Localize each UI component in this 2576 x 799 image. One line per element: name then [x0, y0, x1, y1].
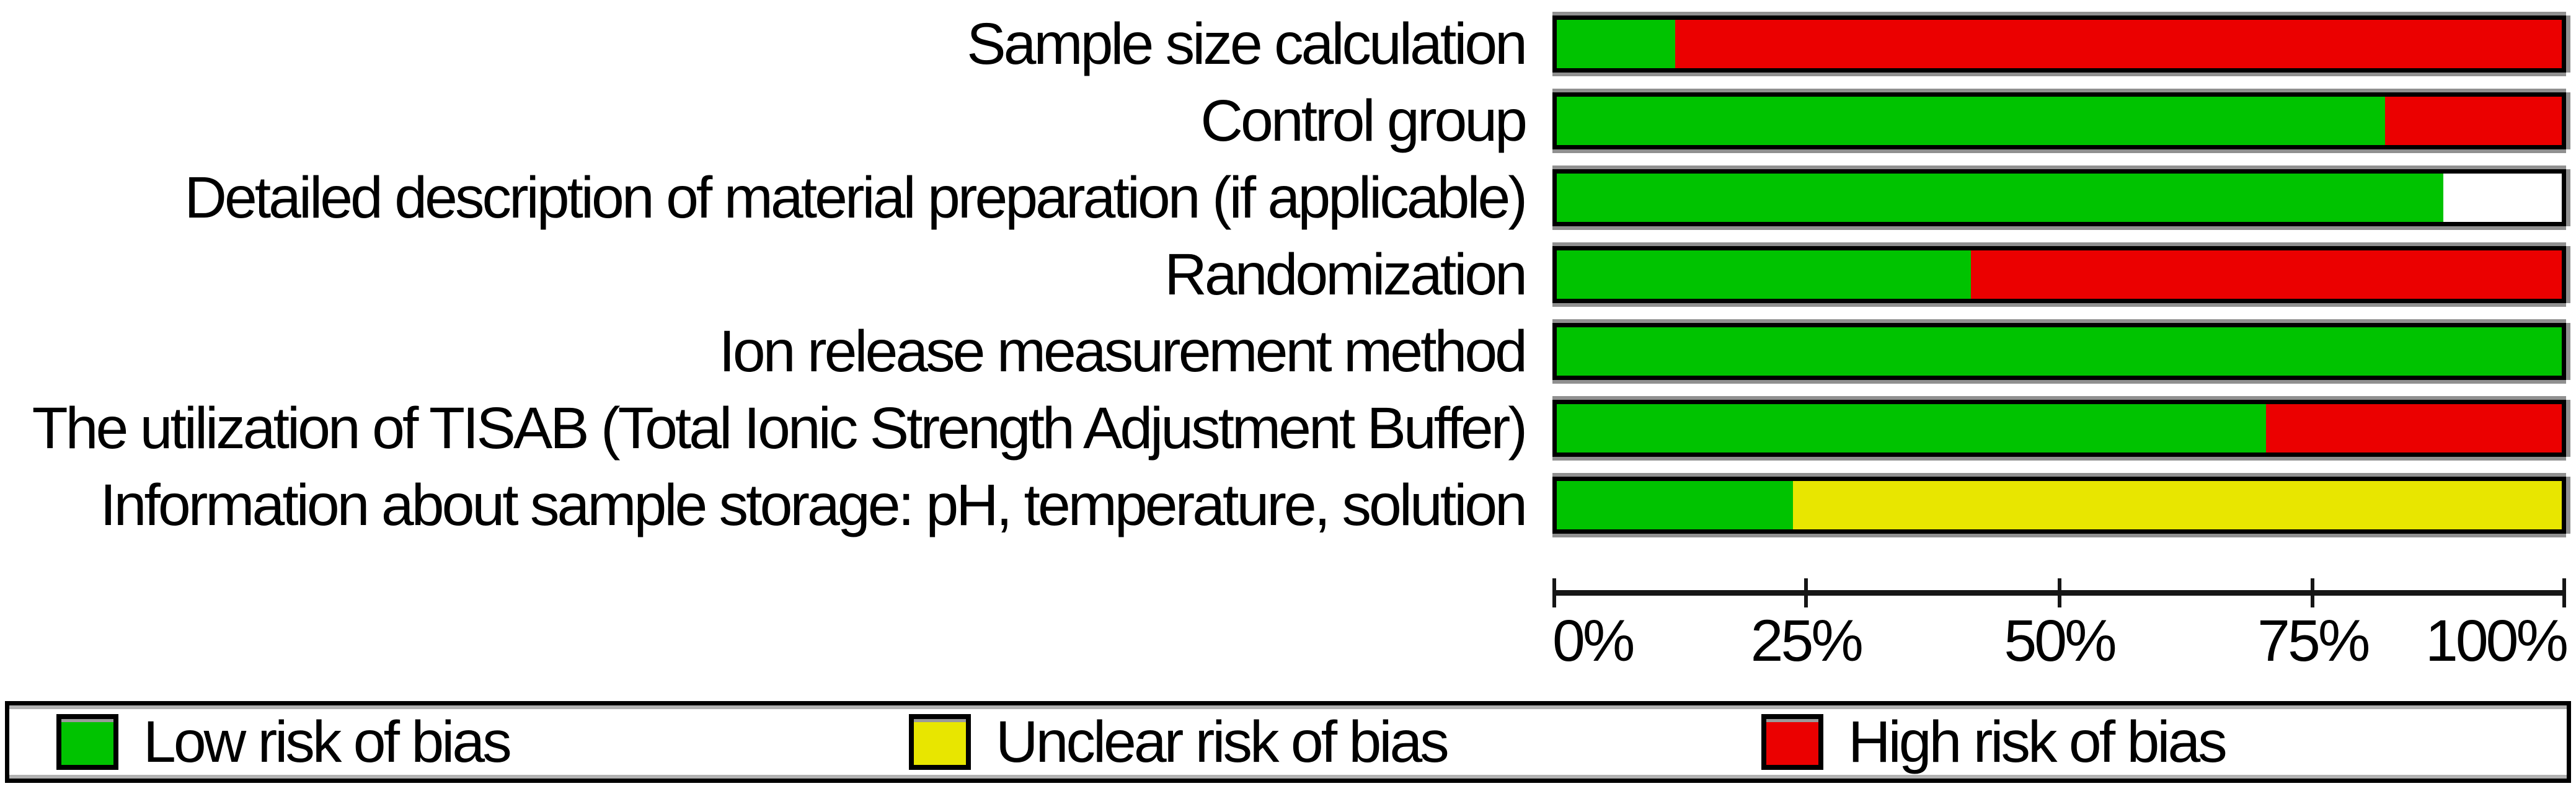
- bar-segment-low: [1557, 174, 2443, 222]
- x-axis-line: [1552, 590, 2566, 596]
- bar-segment-low: [1557, 97, 2385, 145]
- category-label: The utilization of TISAB (Total Ionic St…: [32, 395, 1528, 461]
- axis-tick: [1552, 578, 1556, 607]
- axis-tick: [1804, 578, 1808, 607]
- category-label: Information about sample storage: pH, te…: [100, 472, 1528, 538]
- bar-row: The utilization of TISAB (Total Ionic St…: [0, 390, 2576, 467]
- bar-row: Ion release measurement method: [0, 313, 2576, 390]
- bar-segment-high: [1675, 20, 2562, 68]
- stacked-bar: [1552, 92, 2566, 149]
- stacked-bar: [1552, 15, 2566, 73]
- legend-item: Unclear risk of bias: [862, 709, 1714, 776]
- bar-segment-low: [1557, 20, 1676, 68]
- legend-label: Low risk of bias: [143, 709, 512, 775]
- bar-row: Information about sample storage: pH, te…: [0, 467, 2576, 544]
- bar-segment-low: [1557, 404, 2267, 452]
- legend-item: High risk of bias: [1714, 709, 2567, 776]
- category-label: Detailed description of material prepara…: [184, 164, 1528, 231]
- axis-tick-label: 100%: [2425, 608, 2569, 674]
- category-label: Randomization: [1164, 241, 1528, 307]
- legend-label: Unclear risk of bias: [996, 709, 1450, 775]
- axis-tick-label: 0%: [1552, 608, 1635, 674]
- axis-tick: [2311, 578, 2315, 607]
- legend-box: Low risk of bias Unclear risk of bias High…: [5, 701, 2571, 783]
- legend-item: Low risk of bias: [9, 709, 862, 776]
- category-label: Ion release measurement method: [719, 318, 1528, 384]
- legend-label: High risk of bias: [1848, 709, 2228, 775]
- bar-segment-unclear: [1792, 481, 2562, 529]
- legend-swatch-low: [56, 714, 118, 770]
- axis-tick-label: 75%: [2257, 608, 2370, 674]
- legend-swatch-high: [1761, 714, 1823, 770]
- category-label: Sample size calculation: [967, 11, 1528, 77]
- bar-rows: Sample size calculation Control group Deta…: [0, 6, 2576, 544]
- bar-segment-high: [1970, 250, 2562, 299]
- stacked-bar: [1552, 169, 2566, 226]
- axis-tick: [2562, 578, 2566, 607]
- bar-row: Randomization: [0, 236, 2576, 313]
- bar-segment-high: [2266, 404, 2562, 452]
- bar-segment-blank: [2443, 174, 2562, 222]
- stacked-bar: [1552, 323, 2566, 380]
- stacked-bar: [1552, 246, 2566, 303]
- bar-segment-low: [1557, 250, 1971, 299]
- axis-tick: [2057, 578, 2061, 607]
- stacked-bar: [1552, 477, 2566, 534]
- axis-tick-label: 50%: [2004, 608, 2117, 674]
- axis-tick-label: 25%: [1750, 608, 1864, 674]
- category-label: Control group: [1200, 87, 1528, 154]
- bar-segment-low: [1557, 327, 2562, 376]
- bar-row: Sample size calculation: [0, 6, 2576, 82]
- legend-swatch-unclear: [909, 714, 971, 770]
- bar-segment-low: [1557, 481, 1793, 529]
- bar-row: Detailed description of material prepara…: [0, 159, 2576, 236]
- bar-row: Control group: [0, 82, 2576, 159]
- bar-segment-high: [2384, 97, 2562, 145]
- stacked-bar: [1552, 400, 2566, 457]
